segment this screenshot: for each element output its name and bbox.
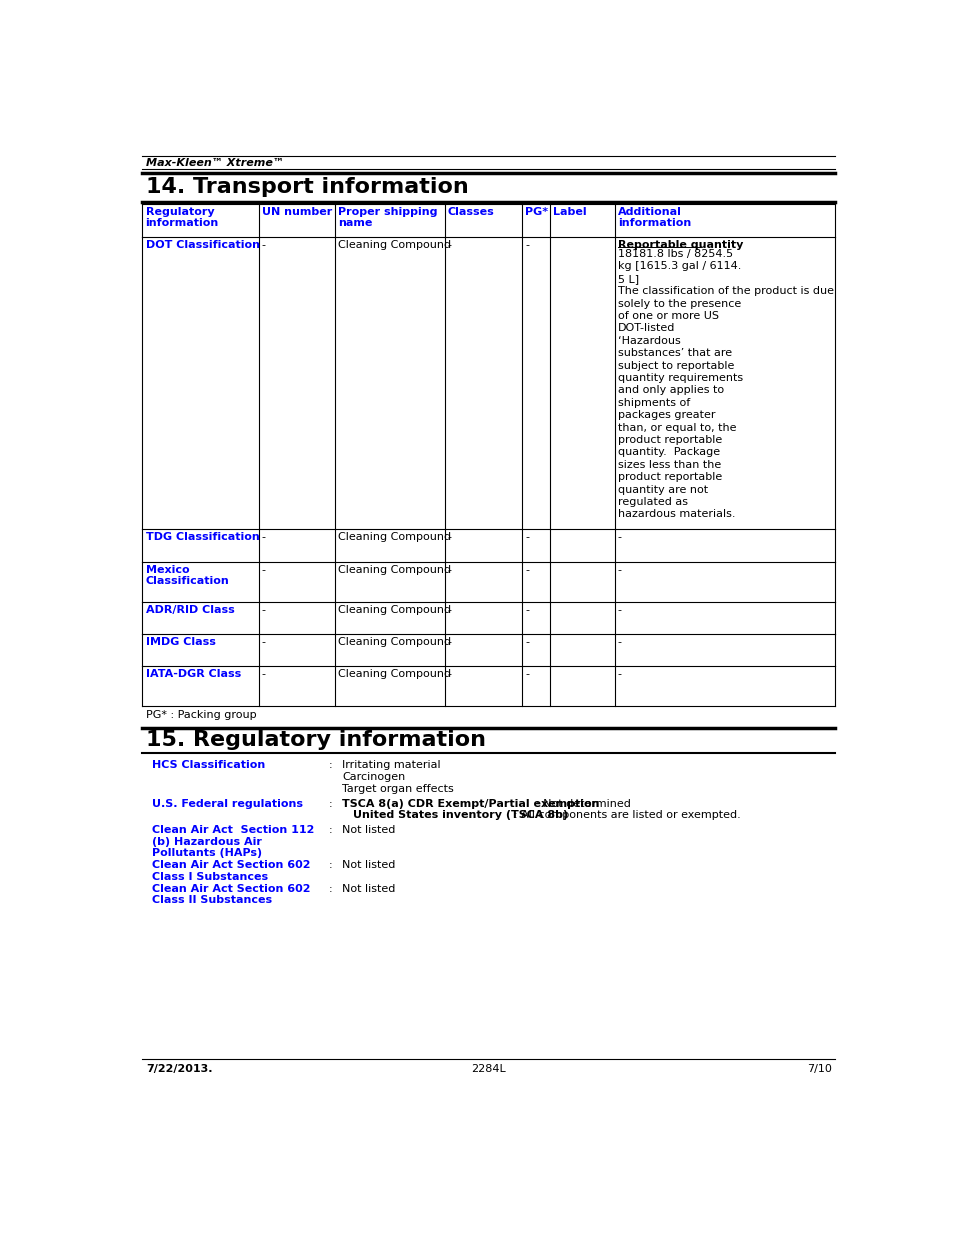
Text: -: -	[447, 637, 452, 647]
Text: :: :	[328, 799, 332, 809]
Text: Mexico
Classification: Mexico Classification	[146, 564, 229, 587]
Text: Regulatory
information: Regulatory information	[146, 206, 218, 228]
Text: -: -	[525, 240, 529, 249]
Text: PG* : Packing group: PG* : Packing group	[146, 710, 256, 720]
Text: 18181.8 lbs / 8254.5
kg [1615.3 gal / 6114.
5 L]
The classification of the produ: 18181.8 lbs / 8254.5 kg [1615.3 gal / 61…	[617, 249, 833, 520]
Text: -: -	[261, 605, 266, 615]
Text: Additional
information: Additional information	[618, 206, 691, 228]
Text: -: -	[617, 564, 621, 574]
Text: -: -	[447, 564, 452, 574]
Text: -: -	[617, 637, 621, 647]
Text: 15. Regulatory information: 15. Regulatory information	[146, 730, 486, 751]
Text: -: -	[261, 240, 266, 249]
Text: Max-Kleen™ Xtreme™: Max-Kleen™ Xtreme™	[146, 158, 284, 168]
Text: Not listed: Not listed	[342, 861, 395, 871]
Text: UN number: UN number	[261, 206, 332, 216]
Text: ADR/RID Class: ADR/RID Class	[146, 605, 234, 615]
Text: -: -	[617, 669, 621, 679]
Text: -: -	[447, 532, 452, 542]
Text: Clean Air Act Section 602
Class II Substances: Clean Air Act Section 602 Class II Subst…	[152, 883, 310, 905]
Text: Cleaning Compound: Cleaning Compound	[337, 564, 451, 574]
Text: -: -	[525, 637, 529, 647]
Text: Clean Air Act  Section 112
(b) Hazardous Air
Pollutants (HAPs): Clean Air Act Section 112 (b) Hazardous …	[152, 825, 314, 858]
Text: -: -	[617, 605, 621, 615]
Text: Not listed: Not listed	[342, 825, 395, 835]
Text: Cleaning Compound: Cleaning Compound	[337, 637, 451, 647]
Text: Cleaning Compound: Cleaning Compound	[337, 669, 451, 679]
Text: -: -	[525, 669, 529, 679]
Text: Cleaning Compound: Cleaning Compound	[337, 605, 451, 615]
Text: U.S. Federal regulations: U.S. Federal regulations	[152, 799, 302, 809]
Text: :: :	[328, 761, 332, 771]
Text: TDG Classification: TDG Classification	[146, 532, 259, 542]
Text: : Not determined: : Not determined	[536, 799, 631, 809]
Text: -: -	[261, 532, 266, 542]
Text: -: -	[261, 637, 266, 647]
Text: -: -	[617, 532, 621, 542]
Text: -: -	[525, 605, 529, 615]
Text: -: -	[261, 669, 266, 679]
Text: -: -	[525, 564, 529, 574]
Text: DOT Classification: DOT Classification	[146, 240, 259, 249]
Text: -: -	[447, 605, 452, 615]
Text: United States inventory (TSCA 8b): United States inventory (TSCA 8b)	[353, 810, 568, 820]
Text: PG*: PG*	[525, 206, 548, 216]
Text: -: -	[525, 532, 529, 542]
Text: Classes: Classes	[447, 206, 494, 216]
Text: IATA-DGR Class: IATA-DGR Class	[146, 669, 240, 679]
Text: 7/22/2013.: 7/22/2013.	[146, 1063, 213, 1073]
Text: -: -	[261, 564, 266, 574]
Text: Irritating material
Carcinogen
Target organ effects: Irritating material Carcinogen Target or…	[342, 761, 454, 794]
Text: IMDG Class: IMDG Class	[146, 637, 215, 647]
Text: -: -	[447, 240, 452, 249]
Text: Cleaning Compound: Cleaning Compound	[337, 240, 451, 249]
Text: 14. Transport information: 14. Transport information	[146, 177, 469, 196]
Text: Not listed: Not listed	[342, 883, 395, 894]
Text: -: -	[447, 669, 452, 679]
Text: Cleaning Compound: Cleaning Compound	[337, 532, 451, 542]
Text: HCS Classification: HCS Classification	[152, 761, 265, 771]
Text: Reportable quantity: Reportable quantity	[617, 240, 742, 249]
Text: :: :	[328, 825, 332, 835]
Text: :: :	[328, 861, 332, 871]
Text: 2284L: 2284L	[471, 1063, 506, 1073]
Text: TSCA 8(a) CDR Exempt/Partial exemption: TSCA 8(a) CDR Exempt/Partial exemption	[342, 799, 599, 809]
Text: Label: Label	[553, 206, 586, 216]
Text: Clean Air Act Section 602
Class I Substances: Clean Air Act Section 602 Class I Substa…	[152, 861, 310, 882]
Text: Proper shipping
name: Proper shipping name	[337, 206, 436, 228]
Text: : All components are listed or exempted.: : All components are listed or exempted.	[514, 810, 740, 820]
Text: :: :	[328, 883, 332, 894]
Text: 7/10: 7/10	[806, 1063, 831, 1073]
